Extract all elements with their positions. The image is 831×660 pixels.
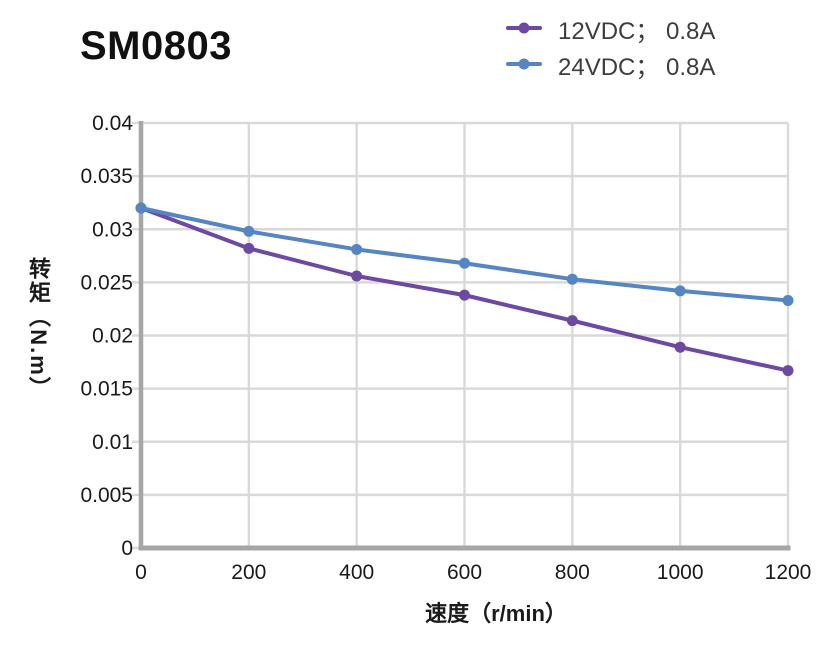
data-point-24vdc	[243, 225, 255, 237]
x-axis-title: 速度（r/min）	[425, 601, 567, 626]
y-tick-label: 0.04	[92, 112, 133, 135]
legend-line-dot-icon	[506, 58, 542, 70]
x-tick-label: 400	[339, 561, 374, 584]
data-point-24vdc	[459, 257, 470, 269]
legend-item-24vdc: 24VDC； 0.8A	[506, 46, 715, 82]
legend-item-12vdc: 12VDC； 0.8A	[506, 10, 715, 46]
data-point-12vdc	[243, 242, 255, 254]
chart-title: SM0803	[80, 24, 232, 68]
y-tick-label: 0	[121, 537, 133, 560]
data-point-24vdc	[566, 273, 578, 285]
y-tick-label: 0.015	[80, 378, 133, 401]
legend-label: 24VDC； 0.8A	[558, 53, 716, 81]
y-tick-label: 0.005	[80, 484, 133, 507]
legend: 12VDC； 0.8A 24VDC； 0.8A	[506, 10, 715, 82]
data-point-12vdc	[566, 315, 578, 327]
data-point-12vdc	[459, 289, 470, 301]
y-tick-label: 0.02	[92, 325, 133, 348]
x-tick-label: 1000	[657, 561, 704, 584]
x-tick-label: 1200	[765, 561, 812, 584]
data-point-12vdc	[782, 365, 794, 377]
data-point-24vdc	[351, 243, 363, 255]
x-tick-label: 800	[555, 561, 590, 584]
data-point-12vdc	[674, 341, 686, 353]
y-tick-label: 0.03	[92, 218, 133, 241]
legend-line-dot-icon	[506, 22, 542, 34]
x-tick-label: 200	[231, 561, 266, 584]
x-tick-label: 0	[135, 561, 147, 584]
data-point-24vdc	[135, 202, 147, 214]
data-point-24vdc	[674, 285, 686, 297]
y-tick-label: 0.035	[80, 165, 133, 188]
y-tick-label: 0.025	[80, 271, 133, 294]
data-point-12vdc	[351, 270, 363, 282]
y-tick-label: 0.01	[92, 431, 133, 454]
y-axis-title: 转矩（N.m）	[26, 257, 51, 401]
data-point-24vdc	[782, 294, 794, 306]
legend-label: 12VDC； 0.8A	[558, 17, 716, 45]
x-tick-label: 600	[447, 561, 482, 584]
